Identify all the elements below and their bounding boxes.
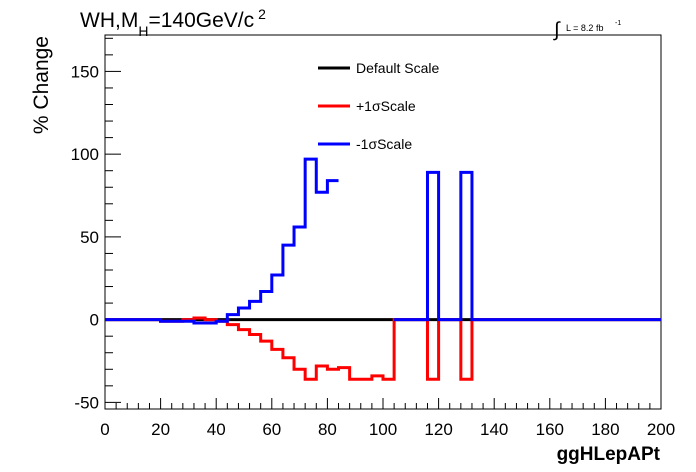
lumi-superscript: -1: [615, 20, 621, 27]
series-line-1: [105, 316, 661, 381]
x-tick-label: 60: [262, 420, 281, 439]
x-tick-label: 180: [591, 420, 619, 439]
legend-label: +1σScale: [356, 98, 416, 114]
title-superscript: 2: [258, 6, 266, 22]
lumi-text: L = 8.2 fb: [566, 23, 603, 33]
y-axis-label: % Change: [30, 36, 53, 134]
svg-text:WH,MH=140GeV/c2: WH,MH=140GeV/c 2: [80, 6, 266, 39]
x-tick-label: 0: [100, 420, 109, 439]
legend-label: Default Scale: [356, 60, 439, 76]
title-rest: =140GeV/c: [148, 9, 254, 32]
y-tick-label: 0: [90, 311, 99, 330]
legend: Default Scale +1σScale -1σScale: [318, 60, 439, 152]
x-tick-label: 160: [536, 420, 564, 439]
x-tick-label: 140: [480, 420, 508, 439]
x-tick-label: 80: [318, 420, 337, 439]
legend-label: -1σScale: [356, 136, 412, 152]
x-tick-label: 40: [207, 420, 226, 439]
x-tick-label: 100: [369, 420, 397, 439]
y-tick-label: 100: [71, 145, 99, 164]
lumi-label: ∫ L = 8.2 fb -1: [553, 19, 621, 41]
x-axis-label: ggHLepAPt: [557, 444, 661, 465]
series-line-2: [105, 157, 661, 325]
title-subscript: H: [138, 23, 148, 39]
plot-frame: [104, 34, 662, 410]
series-layer: [105, 157, 661, 381]
y-tick-label: -50: [74, 393, 99, 412]
lumi-integral-sign: ∫: [553, 19, 561, 41]
x-tick-label: 20: [151, 420, 170, 439]
x-tick-label: 200: [647, 420, 675, 439]
y-tick-label: 50: [80, 228, 99, 247]
title-main: WH,M: [80, 9, 138, 32]
x-tick-label: 120: [424, 420, 452, 439]
y-tick-label: 150: [71, 62, 99, 81]
chart-title: WH,MH=140GeV/c 2: [80, 6, 266, 39]
